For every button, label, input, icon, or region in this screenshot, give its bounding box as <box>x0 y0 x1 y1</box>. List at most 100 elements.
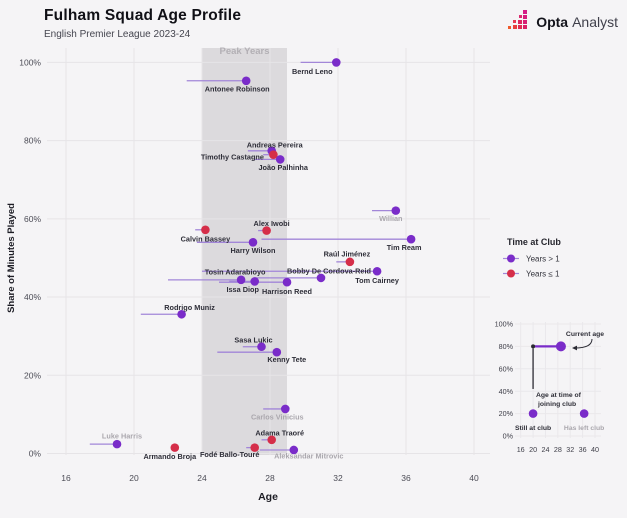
dot-tosin-adarabioyo <box>236 275 246 285</box>
dot-kenny-tete <box>272 347 282 357</box>
legend-label-0: Years > 1 <box>526 255 560 264</box>
inset-x-tick-28: 28 <box>554 445 562 454</box>
dot-luke-harris <box>112 439 122 449</box>
label-fod-ballo-tour: Fodé Ballo-Touré <box>200 450 259 459</box>
dot-rodrigo-muniz <box>177 309 186 319</box>
page-subtitle: English Premier League 2023-24 <box>44 29 191 40</box>
chart-header: Fulham Squad Age Profile English Premier… <box>44 7 241 40</box>
label-andreas-pereira: Andreas Pereira <box>247 140 304 149</box>
label-sasa-lukic: Sasa Lukic <box>234 335 272 344</box>
opta-analyst-logo: Opta Analyst <box>508 10 618 33</box>
dot-antonee-robinson <box>241 76 251 86</box>
inset-y-tick-3: 60% <box>499 364 514 373</box>
y-tick-20: 20% <box>24 370 41 380</box>
inset-arrowhead <box>572 345 577 351</box>
dot-harry-wilson <box>248 238 258 247</box>
label-issa-diop: Issa Diop <box>226 285 259 294</box>
dot-alex-iwobi <box>262 226 271 235</box>
page-title: Fulham Squad Age Profile <box>44 7 242 24</box>
inset-x-tick-20: 20 <box>529 445 537 454</box>
inset-y-tick-1: 20% <box>499 409 514 418</box>
dot-ra-l-jim-nez <box>345 257 355 267</box>
label-timothy-castagne: Timothy Castagne <box>201 152 264 161</box>
legend-label-1: Years ≤ 1 <box>526 270 560 279</box>
label-antonee-robinson: Antonee Robinson <box>205 84 270 93</box>
label-harry-wilson: Harry Wilson <box>231 246 276 255</box>
x-tick-36: 36 <box>401 473 411 483</box>
inset-x-tick-36: 36 <box>579 445 587 454</box>
x-tick-24: 24 <box>197 473 207 483</box>
label-aleksandar-mitrovic: Aleksandar Mitrovic <box>274 452 343 461</box>
inset-join-label-1: Age at time of <box>536 392 582 399</box>
peak-years-band: Peak Years <box>202 46 287 455</box>
dot-sasa-lukic <box>257 342 266 352</box>
how-to-read-inset: 0% 20% 40% 60% 80% 100% 16 20 24 28 32 36 40 Current … <box>495 320 605 454</box>
y-tick-40: 40% <box>24 292 41 302</box>
label-calvin-bassey: Calvin Bassey <box>181 234 231 243</box>
legend-title: Time at Club <box>507 237 561 247</box>
label-alex-iwobi: Alex Iwobi <box>254 219 290 228</box>
inset-still-at-club-label: Still at club <box>515 425 551 432</box>
x-tick-28: 28 <box>265 473 275 483</box>
label-bobby-de-cordova-reid: Bobby De Cordova-Reid <box>287 266 371 275</box>
inset-join-label-2: joining club <box>537 401 576 408</box>
y-tick-80: 80% <box>24 136 41 146</box>
y-tick-100: 100% <box>19 57 41 67</box>
label-tom-cairney: Tom Cairney <box>355 276 400 285</box>
inset-y-tick-4: 80% <box>499 342 514 351</box>
dot-tim-ream <box>406 234 416 244</box>
opta-logo-regular: Analyst <box>572 13 618 30</box>
inset-current-age-label: Current age <box>566 331 604 338</box>
x-tick-40: 40 <box>469 473 479 483</box>
dot-adama-traor <box>267 435 277 445</box>
dot-bobby-de-cordova-reid <box>316 273 326 283</box>
axis-titles: Age Share of Minutes Played <box>6 203 278 503</box>
dot-harrison-reed <box>282 277 292 287</box>
label-armando-broja: Armando Broja <box>143 452 197 461</box>
inset-y-tick-0: 0% <box>503 432 514 441</box>
label-willian: Willian <box>379 214 402 223</box>
dot-carlos-vinicius <box>281 404 290 414</box>
inset-left-club-label: Has left club <box>564 425 604 432</box>
label-bernd-leno: Bernd Leno <box>292 67 333 76</box>
time-at-club-legend: Time at Club Years > 1 Years ≤ 1 <box>503 237 561 279</box>
dot-tom-cairney <box>372 266 382 276</box>
dot-bernd-leno <box>332 58 341 67</box>
inset-arrow <box>574 338 593 349</box>
label-carlos-vinicius: Carlos Vinicius <box>251 413 304 422</box>
inset-x-tick-24: 24 <box>541 445 549 454</box>
opta-logo-text: Opta Analyst <box>536 14 618 30</box>
y-axis-title: Share of Minutes Played <box>6 203 17 313</box>
dot-aleksandar-mitrovic <box>289 445 299 455</box>
legend-dot-0 <box>507 254 515 263</box>
y-tick-60: 60% <box>24 214 41 224</box>
inset-x-tick-16: 16 <box>517 445 525 454</box>
x-tick-16: 16 <box>61 473 71 483</box>
peak-years-rect <box>202 48 287 455</box>
x-tick-20: 20 <box>129 473 139 483</box>
player-labels: Bernd Leno Antonee Robinson Andreas Pereir… <box>102 67 422 461</box>
legend-dot-1 <box>507 269 515 278</box>
dot-calvin-bassey <box>201 225 210 235</box>
label-tosin-adarabioyo: Tosin Adarabioyo <box>205 267 266 276</box>
y-tick-0: 0% <box>29 449 42 459</box>
label-tim-ream: Tim Ream <box>387 243 422 252</box>
inset-left-club-dot <box>579 409 589 418</box>
gridlines <box>47 48 490 455</box>
dot-willian <box>391 206 401 215</box>
player-dots <box>112 58 416 455</box>
inset-still-at-club-dot <box>528 409 538 418</box>
inset-current-age-dot <box>555 341 566 352</box>
dot-issa-diop <box>250 277 259 286</box>
label-luke-harris: Luke Harris <box>102 432 142 441</box>
label-harrison-reed: Harrison Reed <box>262 287 312 296</box>
opta-logo-bold: Opta <box>536 13 569 30</box>
dot-fod-ballo-tour <box>250 443 259 452</box>
label-ra-l-jim-nez: Raúl Jiménez <box>324 249 371 258</box>
label-kenny-tete: Kenny Tete <box>267 355 306 364</box>
dot-jo-o-palhinha <box>275 155 285 164</box>
label-adama-traor: Adama Traoré <box>255 428 304 437</box>
x-axis-title: Age <box>258 491 278 503</box>
